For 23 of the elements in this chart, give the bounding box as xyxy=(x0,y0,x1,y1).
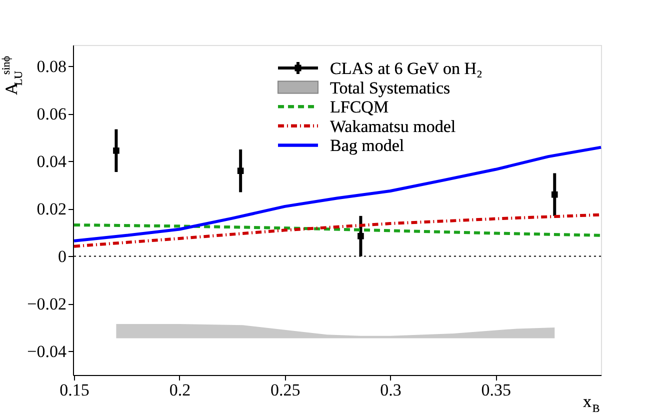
x-tick-label: 0.15 xyxy=(60,380,90,400)
x-tick-label: 0.25 xyxy=(270,380,300,400)
y-tick-label: 0.04 xyxy=(36,152,67,171)
y-tick-label: 0.02 xyxy=(36,199,66,218)
y-axis-title: ALUsinϕ xyxy=(0,56,26,95)
point xyxy=(237,168,244,174)
legend-label: LFCQM xyxy=(330,98,389,117)
y-tick-label: −0.04 xyxy=(27,342,67,361)
legend-label: Total Systematics xyxy=(330,78,450,98)
line-series xyxy=(72,223,602,237)
y-tick-label: 0.08 xyxy=(36,56,66,76)
x-tick-label: 0.2 xyxy=(169,380,191,400)
legend-label: CLAS at 6 GeV on H₂ xyxy=(330,59,482,78)
legend-label: Wakamatsu model xyxy=(330,116,456,136)
point xyxy=(358,232,364,240)
y-tick-label: −0.02 xyxy=(27,294,66,314)
y-tick-label: 0.06 xyxy=(36,104,66,124)
point xyxy=(551,191,558,198)
x-tick-label: 0.3 xyxy=(380,380,402,400)
point xyxy=(113,147,120,154)
legend-label: Bag model xyxy=(330,136,404,156)
y-tick-label: 0 xyxy=(58,246,66,266)
x-tick-label: 0.35 xyxy=(481,380,511,400)
